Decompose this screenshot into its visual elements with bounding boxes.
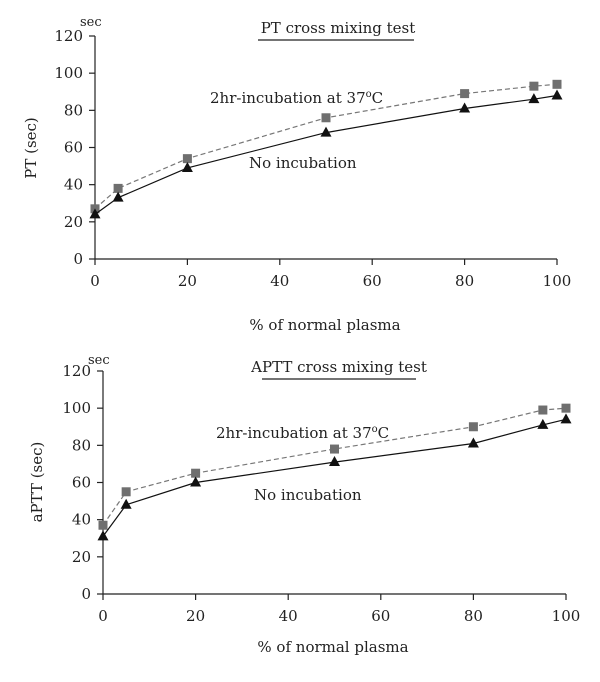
triangle-marker	[120, 498, 132, 509]
y-tick-label: 0	[81, 585, 91, 603]
x-tick-label: 0	[90, 272, 100, 290]
y-tick-label: 100	[62, 399, 91, 417]
triangle-marker	[190, 476, 202, 487]
triangle-marker	[459, 102, 471, 113]
series-label-incubation-sup: o	[372, 424, 378, 435]
series-no-incubation	[97, 413, 572, 541]
y-tick-label: 80	[64, 101, 83, 119]
y-tick-label: 60	[72, 474, 91, 492]
y-tick-label: 0	[73, 250, 83, 268]
x-tick-label: 0	[98, 607, 108, 625]
x-tick-label: 40	[270, 272, 289, 290]
series-label-incubation: 2hr-incubation at 37oC	[216, 424, 389, 442]
square-marker	[460, 89, 470, 99]
series-label-incubation-main: 2hr-incubation at 37	[216, 424, 372, 442]
x-tick-label: 100	[543, 272, 572, 290]
square-marker	[538, 405, 548, 415]
triangle-marker	[320, 126, 332, 137]
square-marker	[330, 444, 339, 454]
x-tick-label: 20	[186, 607, 205, 625]
series-label-incubation-suffix: C	[372, 89, 383, 107]
pt-chart: sec PT cross mixing test PT (sec) % of n…	[22, 15, 571, 334]
y-tick-label: 100	[54, 64, 83, 82]
square-marker	[182, 154, 192, 164]
x-tick-label: 80	[464, 607, 483, 625]
series-label-no-incubation: No incubation	[249, 154, 357, 172]
x-tick-label: 20	[178, 272, 197, 290]
y-axis-title: PT (sec)	[22, 117, 40, 179]
x-axis-title: % of normal plasma	[257, 638, 408, 656]
x-tick-label: 100	[552, 607, 581, 625]
y-tick-label: 60	[64, 139, 83, 157]
chart-title: APTT cross mixing test	[250, 358, 427, 376]
triangle-marker	[181, 161, 193, 172]
series-label-incubation: 2hr-incubation at 37oC	[210, 89, 383, 107]
y-tick-label: 40	[64, 176, 83, 194]
y-unit-label: sec	[88, 353, 110, 368]
triangle-marker	[97, 530, 109, 541]
series	[97, 403, 572, 541]
series-label-incubation-suffix: C	[378, 424, 389, 442]
y-tick-label: 120	[54, 27, 83, 45]
ticks: 0 20 40 60 80 100 120 0 20 40 60 80 100	[54, 27, 571, 290]
series	[89, 79, 563, 219]
series-no-incubation	[89, 89, 563, 219]
y-tick-label: 80	[72, 436, 91, 454]
x-tick-label: 40	[279, 607, 298, 625]
triangle-marker	[551, 89, 563, 100]
series-incubation	[98, 403, 571, 530]
x-tick-label: 60	[371, 607, 390, 625]
triangle-marker	[560, 413, 572, 424]
triangle-marker	[467, 437, 479, 448]
y-unit-label: sec	[80, 15, 102, 30]
x-tick-label: 80	[455, 272, 474, 290]
series-label-incubation-sup: o	[366, 89, 372, 100]
square-marker	[552, 79, 562, 89]
y-tick-label: 20	[72, 548, 91, 566]
square-marker	[98, 520, 108, 530]
y-tick-label: 40	[72, 511, 91, 529]
square-marker	[529, 81, 539, 91]
y-tick-label: 20	[64, 213, 83, 231]
triangle-marker	[89, 208, 101, 219]
x-axis-title: % of normal plasma	[249, 316, 400, 334]
triangle-marker	[537, 418, 549, 429]
square-marker	[561, 403, 571, 413]
triangle-marker	[528, 93, 540, 104]
y-axis-title: aPTT (sec)	[28, 442, 46, 523]
triangle-marker	[112, 191, 124, 202]
square-marker	[468, 422, 478, 432]
aptt-chart: sec APTT cross mixing test aPTT (sec) % …	[28, 353, 580, 656]
series-label-no-incubation: No incubation	[254, 486, 362, 504]
y-tick-label: 120	[62, 362, 91, 380]
square-marker	[191, 468, 201, 478]
square-marker	[321, 113, 331, 123]
axes	[102, 371, 566, 595]
ticks: 0 20 40 60 80 100 120 0 20 40 60 80 100	[62, 362, 580, 625]
chart-title: PT cross mixing test	[261, 19, 416, 37]
square-marker	[113, 183, 123, 193]
x-tick-label: 60	[363, 272, 382, 290]
axes	[94, 36, 557, 260]
triangle-marker	[329, 456, 340, 467]
series-label-incubation-main: 2hr-incubation at 37	[210, 89, 366, 107]
square-marker	[121, 487, 131, 497]
